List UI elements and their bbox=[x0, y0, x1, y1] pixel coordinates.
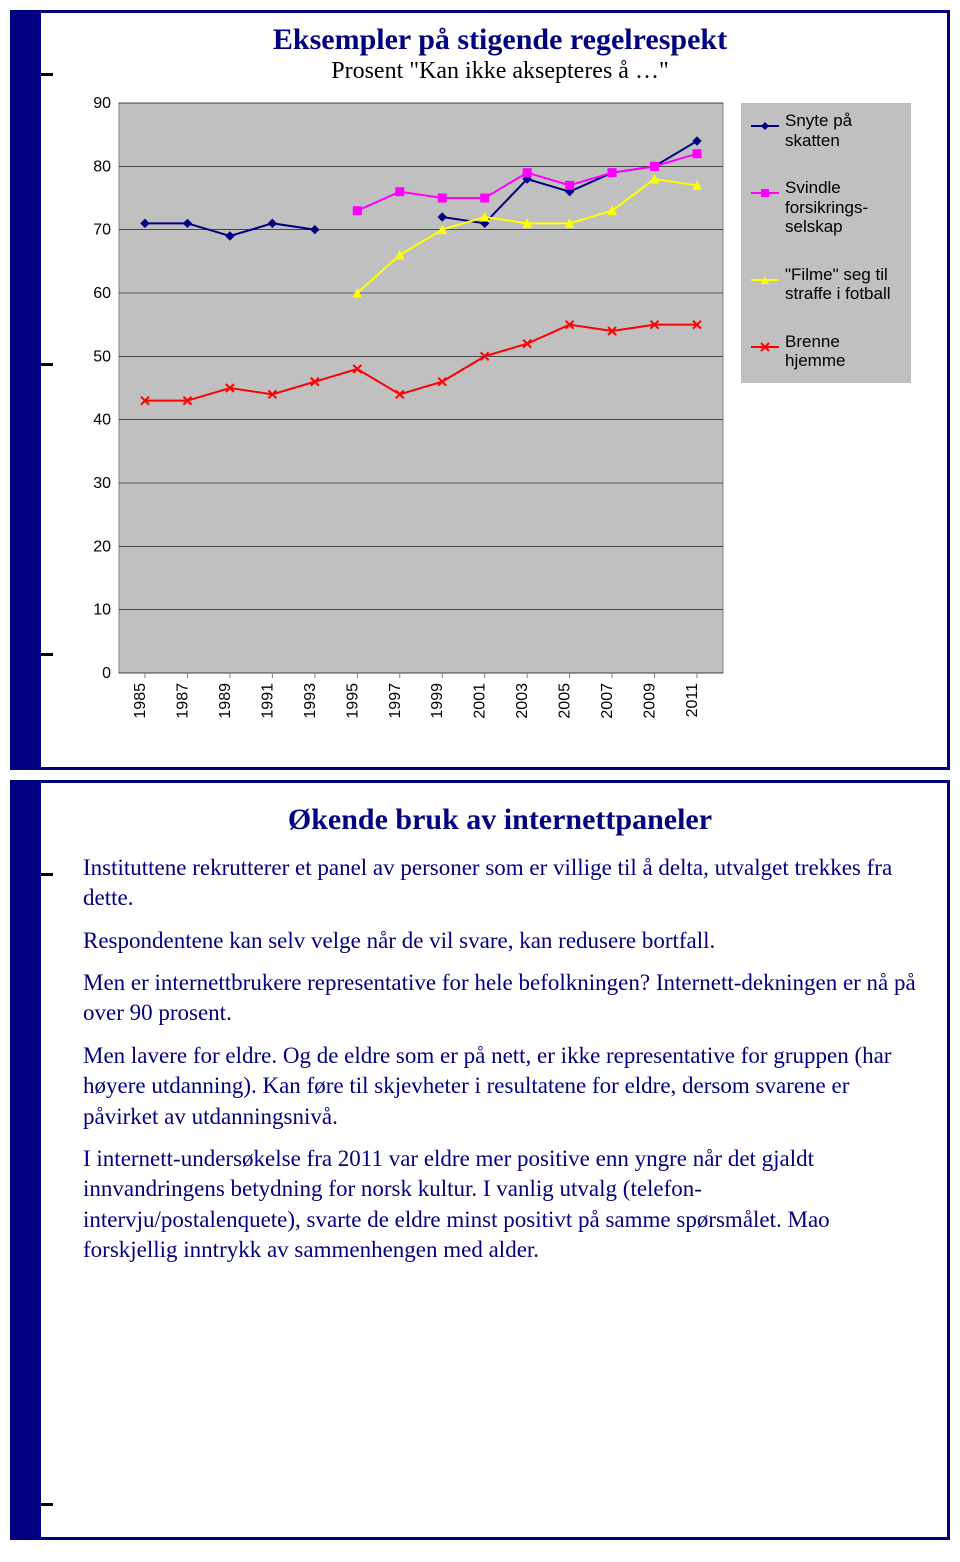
svg-text:90: 90 bbox=[93, 95, 111, 112]
line-chart: 0 10 20 30 40 50 60 70 80 90 1985 1987 1989 1991 1993 1… bbox=[73, 93, 733, 733]
text-paragraph: I internett-undersøkelse fra 2011 var el… bbox=[83, 1144, 917, 1265]
svg-text:2001: 2001 bbox=[472, 683, 489, 719]
svg-text:1989: 1989 bbox=[217, 683, 234, 719]
svg-text:30: 30 bbox=[93, 475, 111, 492]
chart-subtitle: Prosent "Kan ikke aksepteres å …" bbox=[73, 58, 927, 86]
svg-text:2007: 2007 bbox=[599, 683, 616, 719]
text-paragraph: Men er internettbrukere representative f… bbox=[83, 968, 917, 1029]
legend-item: Snyte på skatten bbox=[751, 111, 901, 150]
svg-text:2005: 2005 bbox=[557, 683, 574, 719]
svg-text:80: 80 bbox=[93, 158, 111, 175]
svg-text:2011: 2011 bbox=[684, 683, 701, 718]
legend-item: "Filme" seg til straffe i fotball bbox=[751, 265, 901, 304]
legend-item: Svindle forsikrings-selskap bbox=[751, 178, 901, 237]
svg-text:70: 70 bbox=[93, 222, 111, 239]
svg-text:2003: 2003 bbox=[514, 683, 531, 719]
left-bar bbox=[13, 783, 41, 1537]
legend-label: Svindle forsikrings-selskap bbox=[785, 178, 901, 237]
chart-title: Eksempler på stigende regelrespekt bbox=[73, 23, 927, 58]
svg-text:20: 20 bbox=[93, 538, 111, 555]
svg-text:1997: 1997 bbox=[387, 683, 404, 719]
svg-text:0: 0 bbox=[102, 665, 111, 682]
left-bar bbox=[13, 13, 41, 767]
legend-swatch bbox=[751, 185, 779, 205]
svg-text:1987: 1987 bbox=[174, 683, 191, 719]
svg-text:1985: 1985 bbox=[132, 683, 149, 719]
text-paragraph: Men lavere for eldre. Og de eldre som er… bbox=[83, 1041, 917, 1132]
legend-label: "Filme" seg til straffe i fotball bbox=[785, 265, 901, 304]
text-paragraph: Respondentene kan selv velge når de vil … bbox=[83, 926, 917, 956]
svg-text:60: 60 bbox=[93, 285, 111, 302]
svg-text:10: 10 bbox=[93, 602, 111, 619]
svg-text:2009: 2009 bbox=[642, 683, 659, 719]
svg-text:1995: 1995 bbox=[344, 683, 361, 719]
legend-item: Brenne hjemme bbox=[751, 332, 901, 371]
text-paragraph: Instituttene rekrutterer et panel av per… bbox=[83, 853, 917, 914]
slide-chart: Eksempler på stigende regelrespekt Prose… bbox=[10, 10, 950, 770]
text-title: Økende bruk av internettpaneler bbox=[83, 803, 917, 837]
slide-text: Økende bruk av internettpaneler Institut… bbox=[10, 780, 950, 1540]
svg-text:50: 50 bbox=[93, 348, 111, 365]
svg-text:40: 40 bbox=[93, 412, 111, 429]
legend-swatch bbox=[751, 339, 779, 359]
legend-swatch bbox=[751, 118, 779, 138]
svg-text:1999: 1999 bbox=[429, 683, 446, 719]
legend-swatch bbox=[751, 272, 779, 292]
legend-label: Snyte på skatten bbox=[785, 111, 901, 150]
legend: Snyte på skatten Svindle forsikrings-sels… bbox=[741, 103, 911, 383]
legend-label: Brenne hjemme bbox=[785, 332, 901, 371]
svg-text:1991: 1991 bbox=[259, 683, 276, 719]
svg-text:1993: 1993 bbox=[302, 683, 319, 719]
